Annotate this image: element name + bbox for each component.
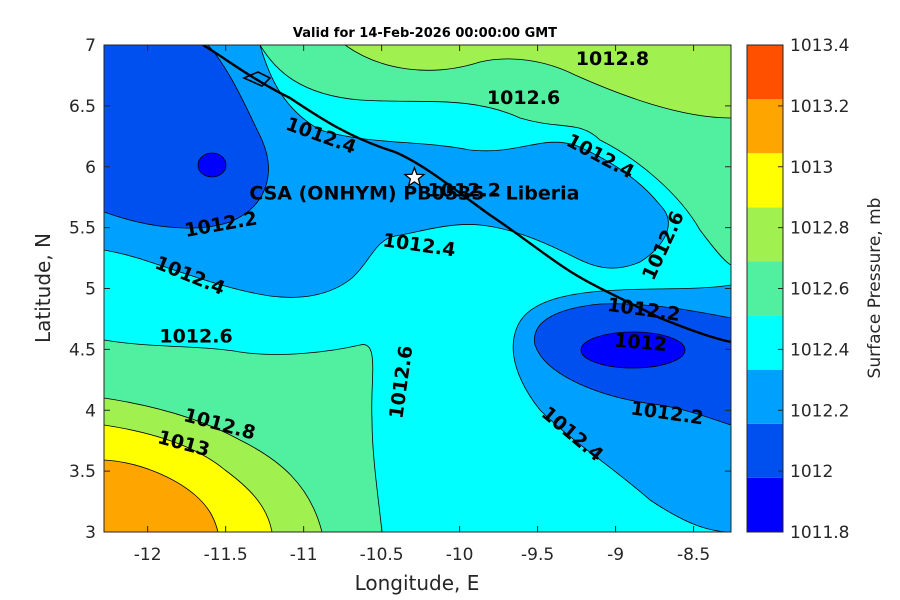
y-tick-label: 5.5 (69, 219, 96, 239)
chart-title: Valid for 14-Feb-2026 00:00:00 GMT (293, 26, 557, 41)
region-1013-2-southwest (104, 459, 219, 532)
colorbar-band (747, 261, 783, 316)
colorbar-band (747, 369, 783, 424)
y-tick-label: 5 (85, 280, 96, 300)
colorbar-tick-label: 1012.6 (790, 280, 849, 300)
y-tick-label: 3.5 (69, 462, 96, 482)
x-tick-label: -10 (446, 545, 474, 565)
y-tick-label: 6.5 (69, 97, 96, 117)
colorbar-band (747, 153, 783, 208)
y-axis-ticks: 3 3.5 4 4.5 5 5.5 6 6.5 7 (69, 36, 731, 543)
site-annotation-label: CSA (ONHYM) PB0535 - Liberia (249, 183, 579, 205)
contour-label: 1012.6 (159, 326, 232, 348)
colorbar-band (747, 315, 783, 370)
contour-label: 1012.2 (428, 180, 501, 202)
contour-label: 1012.8 (576, 48, 649, 70)
x-tick-label: -11 (290, 545, 318, 565)
colorbar-tick-label: 1013.4 (790, 36, 849, 56)
colorbar-tick-label: 1013 (790, 158, 833, 178)
colorbar-band (747, 207, 783, 262)
contour-field (104, 45, 731, 532)
colorbar-tick-label: 1012.2 (790, 401, 849, 421)
x-tick-label: -10.5 (360, 545, 404, 565)
colorbar-band (747, 477, 783, 532)
y-tick-label: 4 (85, 401, 96, 421)
colorbar-tick-label: 1013.2 (790, 97, 849, 117)
site-star-marker (403, 165, 426, 188)
region-1012-6-north (259, 45, 731, 266)
x-tick-label: -11.5 (204, 545, 248, 565)
x-tick-label: -12 (134, 545, 162, 565)
region-1012-8-north (344, 45, 731, 119)
region-1012-0-northwest (104, 45, 269, 229)
region-1011-8-southeast (580, 331, 686, 369)
x-tick-label: -9.5 (521, 545, 554, 565)
colorbar-band (747, 423, 783, 478)
colorbar-tick-label: 1012.4 (790, 340, 849, 360)
colorbar-tick-label: 1012.8 (790, 219, 849, 239)
x-axis-ticks: -12 -11.5 -11 -10.5 -10 -9.5 -9 -8.5 (134, 45, 710, 565)
colorbar-label: Surface Pressure, mb (865, 198, 885, 379)
colorbar: 1011.8 1012 1012.2 1012.4 1012.6 1012.8 1013 10… (746, 36, 849, 543)
x-tick-label: -8.5 (677, 545, 710, 565)
colorbar-tick-label: 1012 (790, 462, 833, 482)
y-tick-label: 7 (85, 36, 96, 56)
y-tick-label: 3 (85, 523, 96, 543)
coastline-island (242, 71, 272, 87)
colorbar-tick-label: 1011.8 (790, 523, 849, 543)
x-axis-label: Longitude, E (355, 571, 480, 595)
y-axis-label: Latitude, N (31, 233, 55, 343)
contour-label: 1012 (613, 330, 668, 357)
coastline (202, 45, 731, 344)
colorbar-band (747, 45, 783, 100)
contour-label: 1012.6 (487, 87, 560, 109)
region-1011-8-small (197, 152, 227, 178)
annotation-layer: CSA (ONHYM) PB0535 - Liberia (249, 165, 579, 205)
x-tick-label: -9 (607, 545, 624, 565)
y-tick-label: 4.5 (69, 340, 96, 360)
colorbar-band (747, 99, 783, 154)
y-tick-label: 6 (85, 158, 96, 178)
